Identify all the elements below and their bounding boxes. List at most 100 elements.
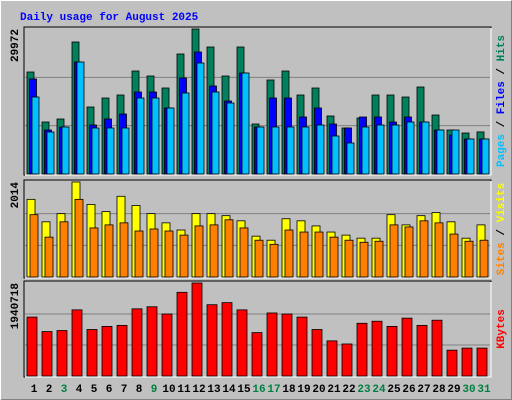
bar <box>61 126 70 175</box>
bar <box>374 240 384 278</box>
x-tick-label: 24 <box>372 384 386 396</box>
bar <box>239 227 249 278</box>
bar <box>31 96 40 175</box>
x-tick-label: 4 <box>76 384 83 396</box>
bar <box>164 230 174 278</box>
legend-entry: KBytes <box>496 309 508 349</box>
legend-entry: Sites <box>496 242 508 275</box>
chart-title: Daily usage for August 2025 <box>20 12 199 24</box>
bar <box>284 229 294 278</box>
x-tick-label: 6 <box>106 384 113 396</box>
bar <box>116 324 128 377</box>
bar <box>286 126 295 175</box>
legend-separator: / <box>496 61 508 81</box>
y-tick-label: 29972 <box>10 29 22 62</box>
bar <box>269 243 279 278</box>
x-tick-label: 17 <box>267 384 280 396</box>
bar <box>44 236 54 278</box>
bar <box>316 124 325 175</box>
x-tick-label: 21 <box>327 384 341 396</box>
x-tick-label: 2 <box>46 384 53 396</box>
bar <box>431 319 443 377</box>
bar <box>311 329 323 377</box>
bar <box>206 304 218 377</box>
bar <box>271 126 280 175</box>
bar <box>209 224 219 278</box>
bar <box>479 239 489 278</box>
bar <box>359 241 369 278</box>
bar <box>251 332 263 377</box>
bar <box>346 142 355 175</box>
bar <box>386 326 398 377</box>
x-tick-label: 7 <box>121 384 128 396</box>
bar <box>254 239 264 278</box>
x-tick-label: 28 <box>432 384 446 396</box>
bar <box>371 320 383 377</box>
bar <box>464 240 474 278</box>
x-tick-label: 27 <box>417 384 430 396</box>
bar <box>131 308 143 377</box>
bar <box>181 92 190 175</box>
bar <box>101 326 113 377</box>
legend: KBytes <box>496 309 508 349</box>
bar <box>416 324 428 377</box>
bar <box>91 127 100 175</box>
x-tick-label: 1 <box>31 384 38 396</box>
x-tick-label: 9 <box>151 384 158 396</box>
x-tick-label: 15 <box>237 384 251 396</box>
bar <box>256 126 265 175</box>
bar <box>361 126 370 175</box>
bar <box>481 138 490 175</box>
bar <box>344 239 354 278</box>
x-tick-label: 29 <box>447 384 460 396</box>
bar <box>176 291 188 377</box>
bar <box>406 121 415 175</box>
bar <box>389 224 399 278</box>
x-tick-label: 18 <box>282 384 296 396</box>
bar <box>296 316 308 377</box>
x-tick-label: 16 <box>252 384 265 396</box>
bar <box>224 219 234 278</box>
x-tick-label: 5 <box>91 384 98 396</box>
bar <box>191 282 203 377</box>
legend: Pages / Files / Hits <box>496 35 508 167</box>
bar <box>326 340 338 377</box>
bar <box>146 306 158 377</box>
bar <box>419 220 429 278</box>
bar <box>196 62 205 175</box>
bar <box>119 222 129 278</box>
bar <box>179 234 189 278</box>
bar <box>341 343 353 377</box>
x-tick-label: 10 <box>162 384 175 396</box>
bar <box>241 72 250 175</box>
x-tick-label: 22 <box>342 384 355 396</box>
bar <box>136 97 145 175</box>
bar <box>421 121 430 175</box>
bar <box>161 313 173 377</box>
bar <box>194 225 204 278</box>
legend-separator: / <box>496 114 508 134</box>
panel-bevel <box>25 181 492 279</box>
bar <box>226 102 235 175</box>
panel-bevel <box>25 28 492 176</box>
bar <box>134 230 144 278</box>
bar <box>436 129 445 175</box>
bar <box>434 222 444 278</box>
bar <box>41 331 53 377</box>
bar <box>391 124 400 175</box>
legend-entry: Hits <box>496 35 508 61</box>
x-tick-label: 13 <box>207 384 221 396</box>
x-tick-label: 25 <box>387 384 401 396</box>
bar <box>356 322 368 377</box>
bar <box>301 126 310 175</box>
bar <box>76 61 85 175</box>
x-tick-label: 26 <box>402 384 415 396</box>
x-tick-label: 31 <box>477 384 491 396</box>
legend-entry: Files <box>496 81 508 114</box>
bar <box>151 97 160 175</box>
bar <box>299 231 309 278</box>
bar <box>56 330 68 377</box>
bar <box>446 349 458 377</box>
bar <box>46 131 55 175</box>
